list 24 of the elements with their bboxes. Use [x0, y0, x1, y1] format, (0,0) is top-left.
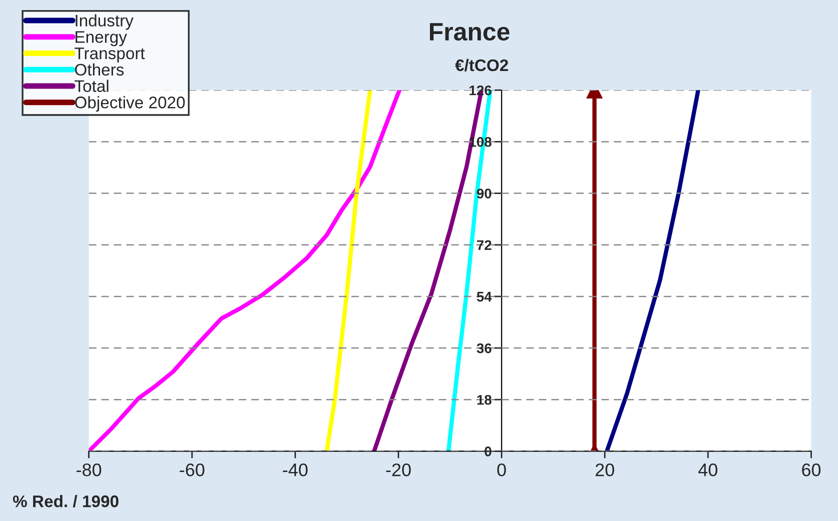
- y-tick-label: 54: [476, 292, 492, 302]
- x-axis-title: % Red. / 1990: [12, 494, 118, 508]
- legend-label: Objective 2020: [75, 96, 185, 112]
- x-tick-label: 0: [497, 463, 506, 476]
- legend-label: Energy: [76, 31, 128, 46]
- line-series: [604, 90, 700, 452]
- x-tick-label: -40: [282, 463, 308, 476]
- legend-label: Total: [74, 80, 108, 92]
- x-tick-label: -60: [180, 463, 204, 476]
- x-tick-label: 20: [596, 463, 614, 476]
- x-tick-label: 40: [698, 463, 718, 476]
- line-series: [324, 90, 372, 452]
- x-tick-label: 60: [802, 463, 821, 476]
- x-tick-label: -20: [386, 463, 411, 476]
- y-tick-label: 72: [477, 240, 492, 250]
- x-tick-label: -80: [76, 463, 102, 476]
- y-tick-label: 36: [476, 343, 492, 354]
- y-axis-title: €/tCO2: [455, 58, 508, 72]
- y-tick-label: 18: [477, 394, 492, 405]
- chart-title: France: [430, 23, 510, 41]
- legend-label: Others: [75, 63, 124, 76]
- legend-label: Industry: [76, 14, 134, 30]
- legend-label: Transport: [74, 48, 145, 63]
- y-tick-label: 126: [470, 85, 492, 96]
